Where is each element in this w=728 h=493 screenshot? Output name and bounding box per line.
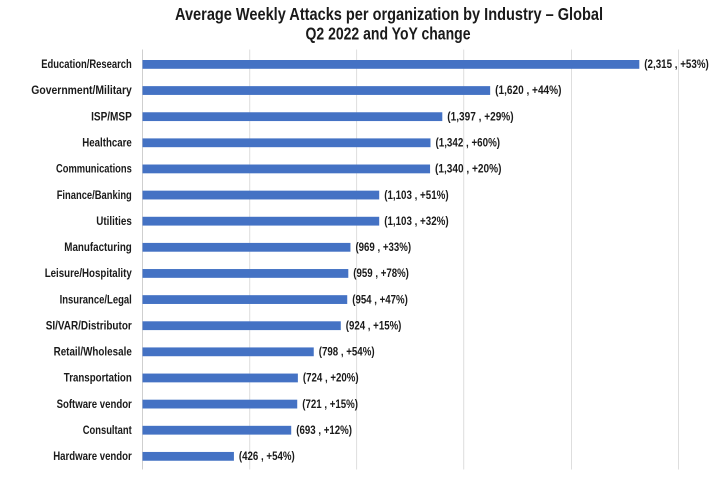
- svg-text:(693 , +12%): (693 , +12%): [296, 423, 352, 437]
- svg-text:(924 , +15%): (924 , +15%): [346, 318, 402, 332]
- svg-text:Utilities: Utilities: [96, 214, 132, 228]
- svg-text:Healthcare: Healthcare: [82, 135, 132, 149]
- svg-text:Hardware vendor: Hardware vendor: [53, 449, 132, 463]
- svg-text:(1,342 , +60%): (1,342 , +60%): [435, 135, 500, 149]
- svg-text:Insurance/Legal: Insurance/Legal: [60, 292, 132, 306]
- svg-text:Software vendor: Software vendor: [57, 397, 133, 411]
- svg-text:Q2 2022 and YoY change: Q2 2022 and YoY change: [306, 23, 471, 43]
- svg-text:Communications: Communications: [56, 162, 132, 176]
- svg-text:(798 , +54%): (798 , +54%): [319, 345, 375, 359]
- svg-text:(1,340 , +20%): (1,340 , +20%): [435, 162, 501, 176]
- svg-text:Consultant: Consultant: [83, 423, 132, 437]
- svg-text:Education/Research: Education/Research: [41, 57, 132, 71]
- svg-text:Manufacturing: Manufacturing: [64, 240, 132, 254]
- svg-text:(969 , +33%): (969 , +33%): [355, 240, 411, 254]
- svg-text:(1,397 , +29%): (1,397 , +29%): [447, 109, 513, 123]
- svg-text:(2,315 , +53%): (2,315 , +53%): [644, 57, 709, 71]
- svg-text:(426 , +54%): (426 , +54%): [239, 449, 295, 463]
- svg-text:Government/Military: Government/Military: [31, 83, 132, 97]
- svg-text:(1,103 , +51%): (1,103 , +51%): [384, 188, 448, 202]
- svg-text:Average Weekly Attacks per org: Average Weekly Attacks per organization …: [175, 4, 603, 24]
- svg-text:(954 , +47%): (954 , +47%): [352, 292, 408, 306]
- svg-text:(724 , +20%): (724 , +20%): [303, 371, 359, 385]
- svg-text:ISP/MSP: ISP/MSP: [91, 109, 132, 123]
- svg-text:Finance/Banking: Finance/Banking: [57, 188, 132, 202]
- svg-text:(721 , +15%): (721 , +15%): [302, 397, 358, 411]
- svg-text:(1,103 , +32%): (1,103 , +32%): [384, 214, 448, 228]
- svg-text:(1,620 , +44%): (1,620 , +44%): [495, 83, 561, 97]
- svg-text:SI/VAR/Distributor: SI/VAR/Distributor: [46, 318, 132, 332]
- svg-text:Transportation: Transportation: [64, 371, 132, 385]
- svg-text:(959 , +78%): (959 , +78%): [353, 266, 409, 280]
- svg-text:Retail/Wholesale: Retail/Wholesale: [54, 345, 133, 359]
- svg-text:Leisure/Hospitality: Leisure/Hospitality: [45, 266, 132, 280]
